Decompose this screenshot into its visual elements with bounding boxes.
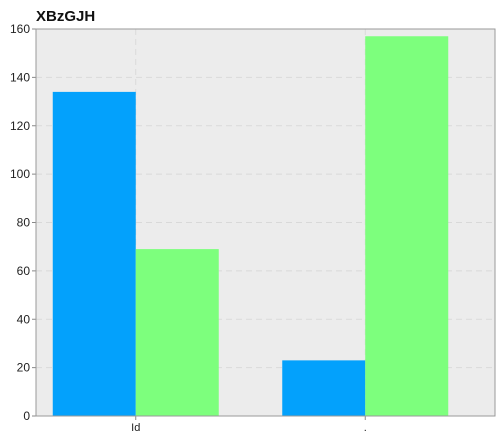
plot-frame bbox=[35, 28, 496, 417]
y-tick-label: 60 bbox=[17, 264, 31, 278]
y-tick-label: 0 bbox=[23, 409, 30, 423]
y-tick-label: 140 bbox=[10, 70, 30, 84]
y-tick-label: 120 bbox=[10, 119, 30, 133]
bar-series2-1 bbox=[365, 36, 449, 416]
x-tick-label: Id bbox=[131, 422, 140, 434]
bar-series1-0 bbox=[52, 91, 136, 416]
bar-series1-1 bbox=[282, 360, 366, 416]
y-tick-label: 20 bbox=[17, 361, 31, 375]
y-tick-label: 40 bbox=[17, 312, 31, 326]
chart-title: XBzGJH bbox=[36, 8, 95, 25]
x-tick-label: . bbox=[364, 422, 367, 434]
y-tick-label: 80 bbox=[17, 216, 31, 230]
x-axis: Id. bbox=[131, 416, 367, 434]
y-tick-label: 160 bbox=[10, 22, 30, 36]
y-axis: 0 20 40 60 80 100 120 140 160 bbox=[10, 22, 36, 423]
y-tick-label: 100 bbox=[10, 167, 30, 181]
bars-group bbox=[52, 36, 449, 416]
bar-series2-0 bbox=[135, 249, 219, 416]
